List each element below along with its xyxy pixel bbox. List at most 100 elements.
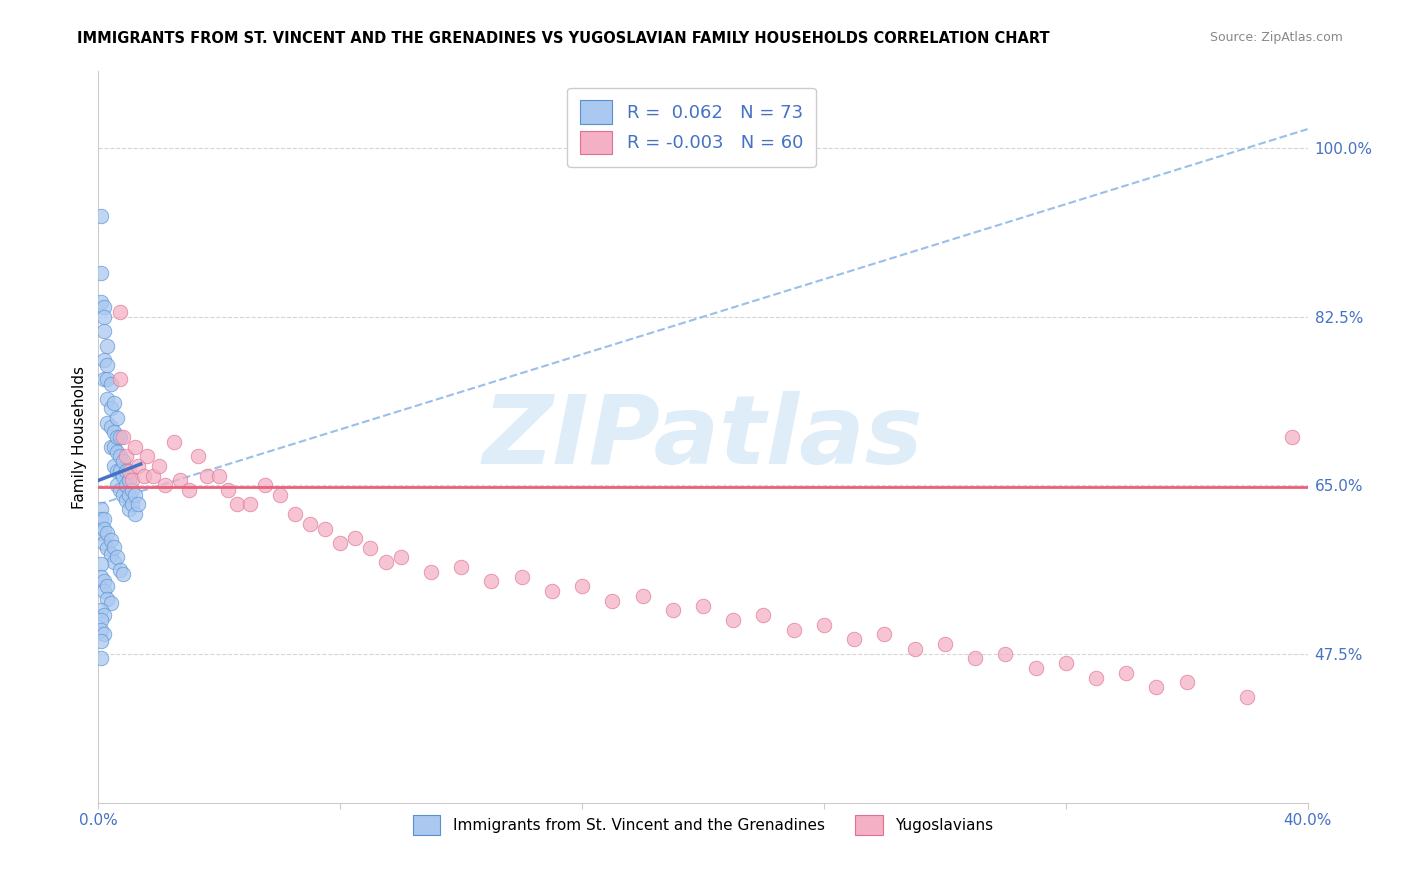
Point: [96, 392, 118, 406]
Point: [108, 305, 131, 319]
Point: [93, 627, 115, 641]
Point: [93, 353, 115, 368]
Point: [118, 502, 141, 516]
Point: [142, 468, 165, 483]
Point: [1175, 675, 1198, 690]
Point: [105, 550, 128, 565]
Point: [93, 512, 115, 526]
Point: [124, 440, 146, 454]
Point: [314, 521, 336, 535]
Text: ZIPatlas: ZIPatlas: [482, 391, 924, 483]
Point: [93, 310, 115, 324]
Point: [450, 560, 472, 574]
Point: [873, 627, 896, 641]
Point: [103, 458, 125, 473]
Point: [96, 526, 118, 541]
Point: [135, 450, 157, 464]
Point: [103, 396, 125, 410]
Point: [783, 623, 806, 637]
Point: [118, 464, 141, 478]
Point: [661, 603, 683, 617]
Point: [904, 641, 927, 656]
Point: [121, 474, 143, 488]
Point: [420, 565, 443, 579]
Point: [90, 526, 112, 541]
Point: [103, 440, 125, 454]
Point: [93, 521, 115, 535]
Point: [121, 483, 143, 497]
Point: [481, 574, 503, 589]
Point: [100, 440, 122, 454]
Point: [103, 425, 125, 440]
Point: [284, 507, 307, 521]
Point: [111, 454, 134, 468]
Point: [934, 637, 956, 651]
Point: [994, 647, 1017, 661]
Point: [105, 464, 128, 478]
Point: [1115, 665, 1137, 680]
Legend: Immigrants from St. Vincent and the Grenadines, Yugoslavians: Immigrants from St. Vincent and the Gren…: [405, 808, 1001, 843]
Point: [389, 550, 412, 565]
Point: [108, 464, 131, 478]
Point: [100, 377, 122, 392]
Point: [226, 498, 249, 512]
Point: [127, 458, 149, 473]
Point: [90, 209, 112, 223]
Point: [105, 430, 128, 444]
Point: [631, 589, 654, 603]
Point: [208, 468, 231, 483]
Point: [111, 488, 134, 502]
Point: [108, 563, 131, 577]
Point: [124, 507, 146, 521]
Point: [153, 478, 176, 492]
Point: [121, 498, 143, 512]
Point: [93, 300, 115, 314]
Point: [844, 632, 866, 647]
Point: [540, 584, 562, 599]
Point: [96, 358, 118, 372]
Y-axis label: Family Households: Family Households: [72, 366, 87, 508]
Text: IMMIGRANTS FROM ST. VINCENT AND THE GRENADINES VS YUGOSLAVIAN FAMILY HOUSEHOLDS : IMMIGRANTS FROM ST. VINCENT AND THE GREN…: [77, 31, 1050, 46]
Point: [163, 434, 186, 449]
Point: [108, 372, 131, 386]
Point: [1236, 690, 1258, 704]
Point: [571, 579, 593, 593]
Point: [105, 444, 128, 458]
Point: [1085, 671, 1108, 685]
Point: [90, 295, 112, 310]
Point: [692, 599, 714, 613]
Point: [90, 502, 112, 516]
Point: [90, 267, 112, 281]
Point: [114, 464, 136, 478]
Point: [93, 372, 115, 386]
Point: [90, 651, 112, 665]
Point: [195, 468, 218, 483]
Point: [1024, 661, 1046, 675]
Point: [329, 536, 352, 550]
Point: [132, 468, 155, 483]
Point: [100, 533, 122, 547]
Point: [90, 623, 112, 637]
Point: [96, 372, 118, 386]
Point: [269, 488, 291, 502]
Point: [90, 603, 112, 617]
Point: [105, 410, 128, 425]
Point: [90, 557, 112, 571]
Point: [187, 450, 209, 464]
Point: [127, 498, 149, 512]
Point: [93, 608, 115, 623]
Point: [111, 468, 134, 483]
Point: [118, 488, 141, 502]
Point: [253, 478, 276, 492]
Point: [96, 591, 118, 606]
Point: [965, 651, 987, 665]
Point: [90, 569, 112, 583]
Point: [108, 450, 131, 464]
Text: Source: ZipAtlas.com: Source: ZipAtlas.com: [1209, 31, 1343, 45]
Point: [118, 474, 141, 488]
Point: [100, 548, 122, 562]
Point: [114, 478, 136, 492]
Point: [1281, 430, 1303, 444]
Point: [124, 488, 146, 502]
Point: [93, 536, 115, 550]
